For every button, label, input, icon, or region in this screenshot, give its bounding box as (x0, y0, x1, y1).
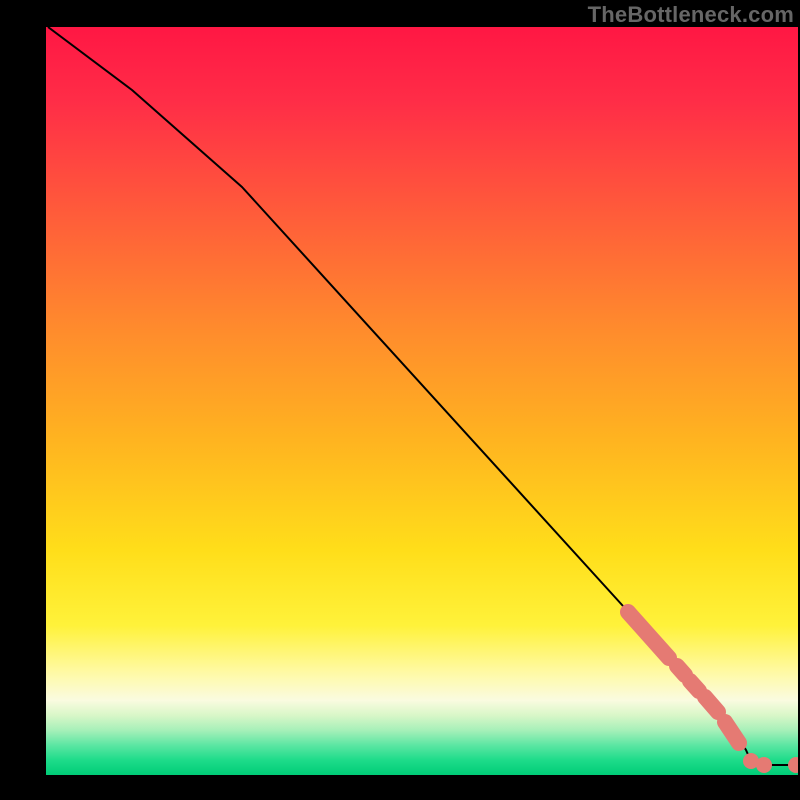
marker-capsule (677, 666, 685, 675)
gradient-background (46, 27, 798, 775)
plot-area (46, 27, 798, 775)
watermark-text: TheBottleneck.com (588, 2, 794, 28)
plot-svg (46, 27, 798, 775)
marker-capsule (690, 681, 699, 691)
chart-frame: TheBottleneck.com (0, 0, 800, 800)
marker-capsule (705, 697, 718, 712)
marker-dot (756, 757, 772, 773)
